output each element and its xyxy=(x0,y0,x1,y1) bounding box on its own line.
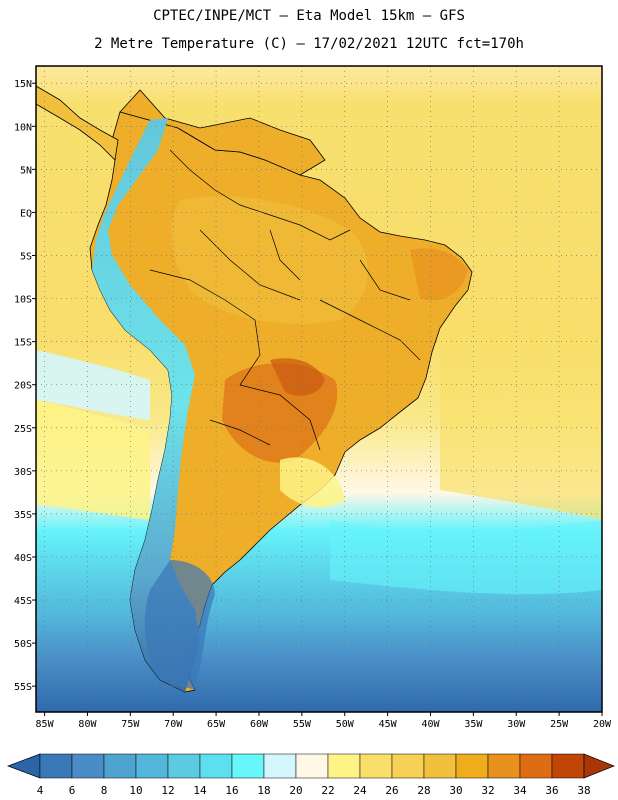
hot-core-mato-grosso xyxy=(270,358,325,396)
colorbar-label: 6 xyxy=(69,784,76,797)
map-title: CPTEC/INPE/MCT – Eta Model 15km – GFS xyxy=(153,8,465,24)
colorbar-label: 30 xyxy=(449,784,462,797)
colorbar-swatch xyxy=(199,753,233,779)
colorbar-label: 36 xyxy=(545,784,558,797)
colorbar-swatch xyxy=(359,753,393,779)
colorbar-label: 4 xyxy=(37,784,44,797)
lon-tick-label: 40W xyxy=(421,719,440,730)
colorbar-label: 28 xyxy=(417,784,430,797)
lat-tick-label: 20S xyxy=(14,381,32,392)
lat-tick-label: 10N xyxy=(14,122,32,133)
lat-tick-label: 25S xyxy=(14,424,32,435)
lon-tick-label: 70W xyxy=(164,719,183,730)
colorbar-label: 16 xyxy=(225,784,238,797)
pacific-cool-tongue xyxy=(36,350,150,420)
colorbar-swatch xyxy=(455,753,489,779)
colorbar-swatch xyxy=(71,753,105,779)
longitude-axis: 85W 80W 75W 70W 65W 60W 55W 50W 45W 40W 35W 30W 25W 2… xyxy=(36,712,612,730)
colorbar-swatch xyxy=(519,753,553,779)
patagonia-cold-area xyxy=(144,560,215,690)
colorbar-label: 18 xyxy=(257,784,270,797)
colorbar: 4 6 8 10 12 14 16 18 20 22 24 26 28 30 32 34 36 38 xyxy=(7,753,615,797)
colorbar-swatch xyxy=(231,753,265,779)
caribbean-coast-land xyxy=(119,89,326,176)
uruguay-cooler-area xyxy=(280,457,345,508)
country-borders xyxy=(149,149,421,451)
lon-tick-label: 65W xyxy=(207,719,226,730)
colorbar-label: 32 xyxy=(481,784,494,797)
colorbar-high-arrow xyxy=(583,753,615,779)
lat-tick-label: 15S xyxy=(14,338,32,349)
latitude-axis: 15N 10N 5N EQ 5S 10S 15S 20S 25S 30S 35S 40S 45S 50S 5… xyxy=(14,79,36,693)
colorbar-swatch xyxy=(423,753,457,779)
lon-tick-label: 35W xyxy=(464,719,483,730)
lat-tick-label: 10S xyxy=(14,295,32,306)
lat-tick-label: 40S xyxy=(14,553,32,564)
lon-tick-label: 45W xyxy=(379,719,398,730)
colorbar-label: 10 xyxy=(129,784,142,797)
lat-tick-label: EQ xyxy=(20,208,32,219)
lon-tick-label: 75W xyxy=(121,719,140,730)
colorbar-label: 20 xyxy=(289,784,302,797)
colorbar-label: 26 xyxy=(385,784,398,797)
lon-tick-label: 50W xyxy=(336,719,355,730)
map-subtitle: 2 Metre Temperature (C) – 17/02/2021 12U… xyxy=(94,36,524,52)
lat-tick-label: 15N xyxy=(14,79,32,90)
colorbar-low-arrow xyxy=(7,753,41,779)
lon-tick-label: 20W xyxy=(593,719,612,730)
colorbar-swatch xyxy=(487,753,521,779)
lat-tick-label: 5S xyxy=(20,251,32,262)
lon-tick-label: 85W xyxy=(36,719,55,730)
colorbar-swatch xyxy=(167,753,201,779)
lat-tick-label: 45S xyxy=(14,596,32,607)
colorbar-label: 22 xyxy=(321,784,334,797)
amazon-warm-area xyxy=(171,196,369,324)
atlantic-warm-plume xyxy=(440,325,602,520)
central-america-land xyxy=(36,85,119,161)
pacific-warm-band xyxy=(36,400,150,520)
lat-tick-label: 50S xyxy=(14,639,32,650)
lon-tick-label: 60W xyxy=(250,719,269,730)
colorbar-swatch xyxy=(551,753,585,779)
colorbar-swatch xyxy=(295,753,329,779)
lat-tick-label: 30S xyxy=(14,467,32,478)
lon-tick-label: 55W xyxy=(293,719,312,730)
colorbar-label: 14 xyxy=(193,784,207,797)
lat-tick-label: 55S xyxy=(14,682,32,693)
colorbar-label: 38 xyxy=(577,784,590,797)
colorbar-swatch xyxy=(327,753,361,779)
colorbar-swatch xyxy=(135,753,169,779)
colorbar-swatch xyxy=(39,753,73,779)
colorbar-label: 12 xyxy=(161,784,174,797)
colorbar-label: 34 xyxy=(513,784,527,797)
lon-tick-label: 25W xyxy=(550,719,569,730)
lat-tick-label: 35S xyxy=(14,510,32,521)
lat-tick-label: 5N xyxy=(20,165,32,176)
colorbar-label: 8 xyxy=(101,784,108,797)
colorbar-swatch xyxy=(391,753,425,779)
map-frame xyxy=(35,65,603,713)
colorbar-swatch xyxy=(103,753,137,779)
lon-tick-label: 80W xyxy=(78,719,97,730)
colorbar-swatch xyxy=(263,753,297,779)
northeast-hot-area xyxy=(410,248,468,301)
colorbar-label: 24 xyxy=(353,784,367,797)
lon-tick-label: 30W xyxy=(507,719,526,730)
